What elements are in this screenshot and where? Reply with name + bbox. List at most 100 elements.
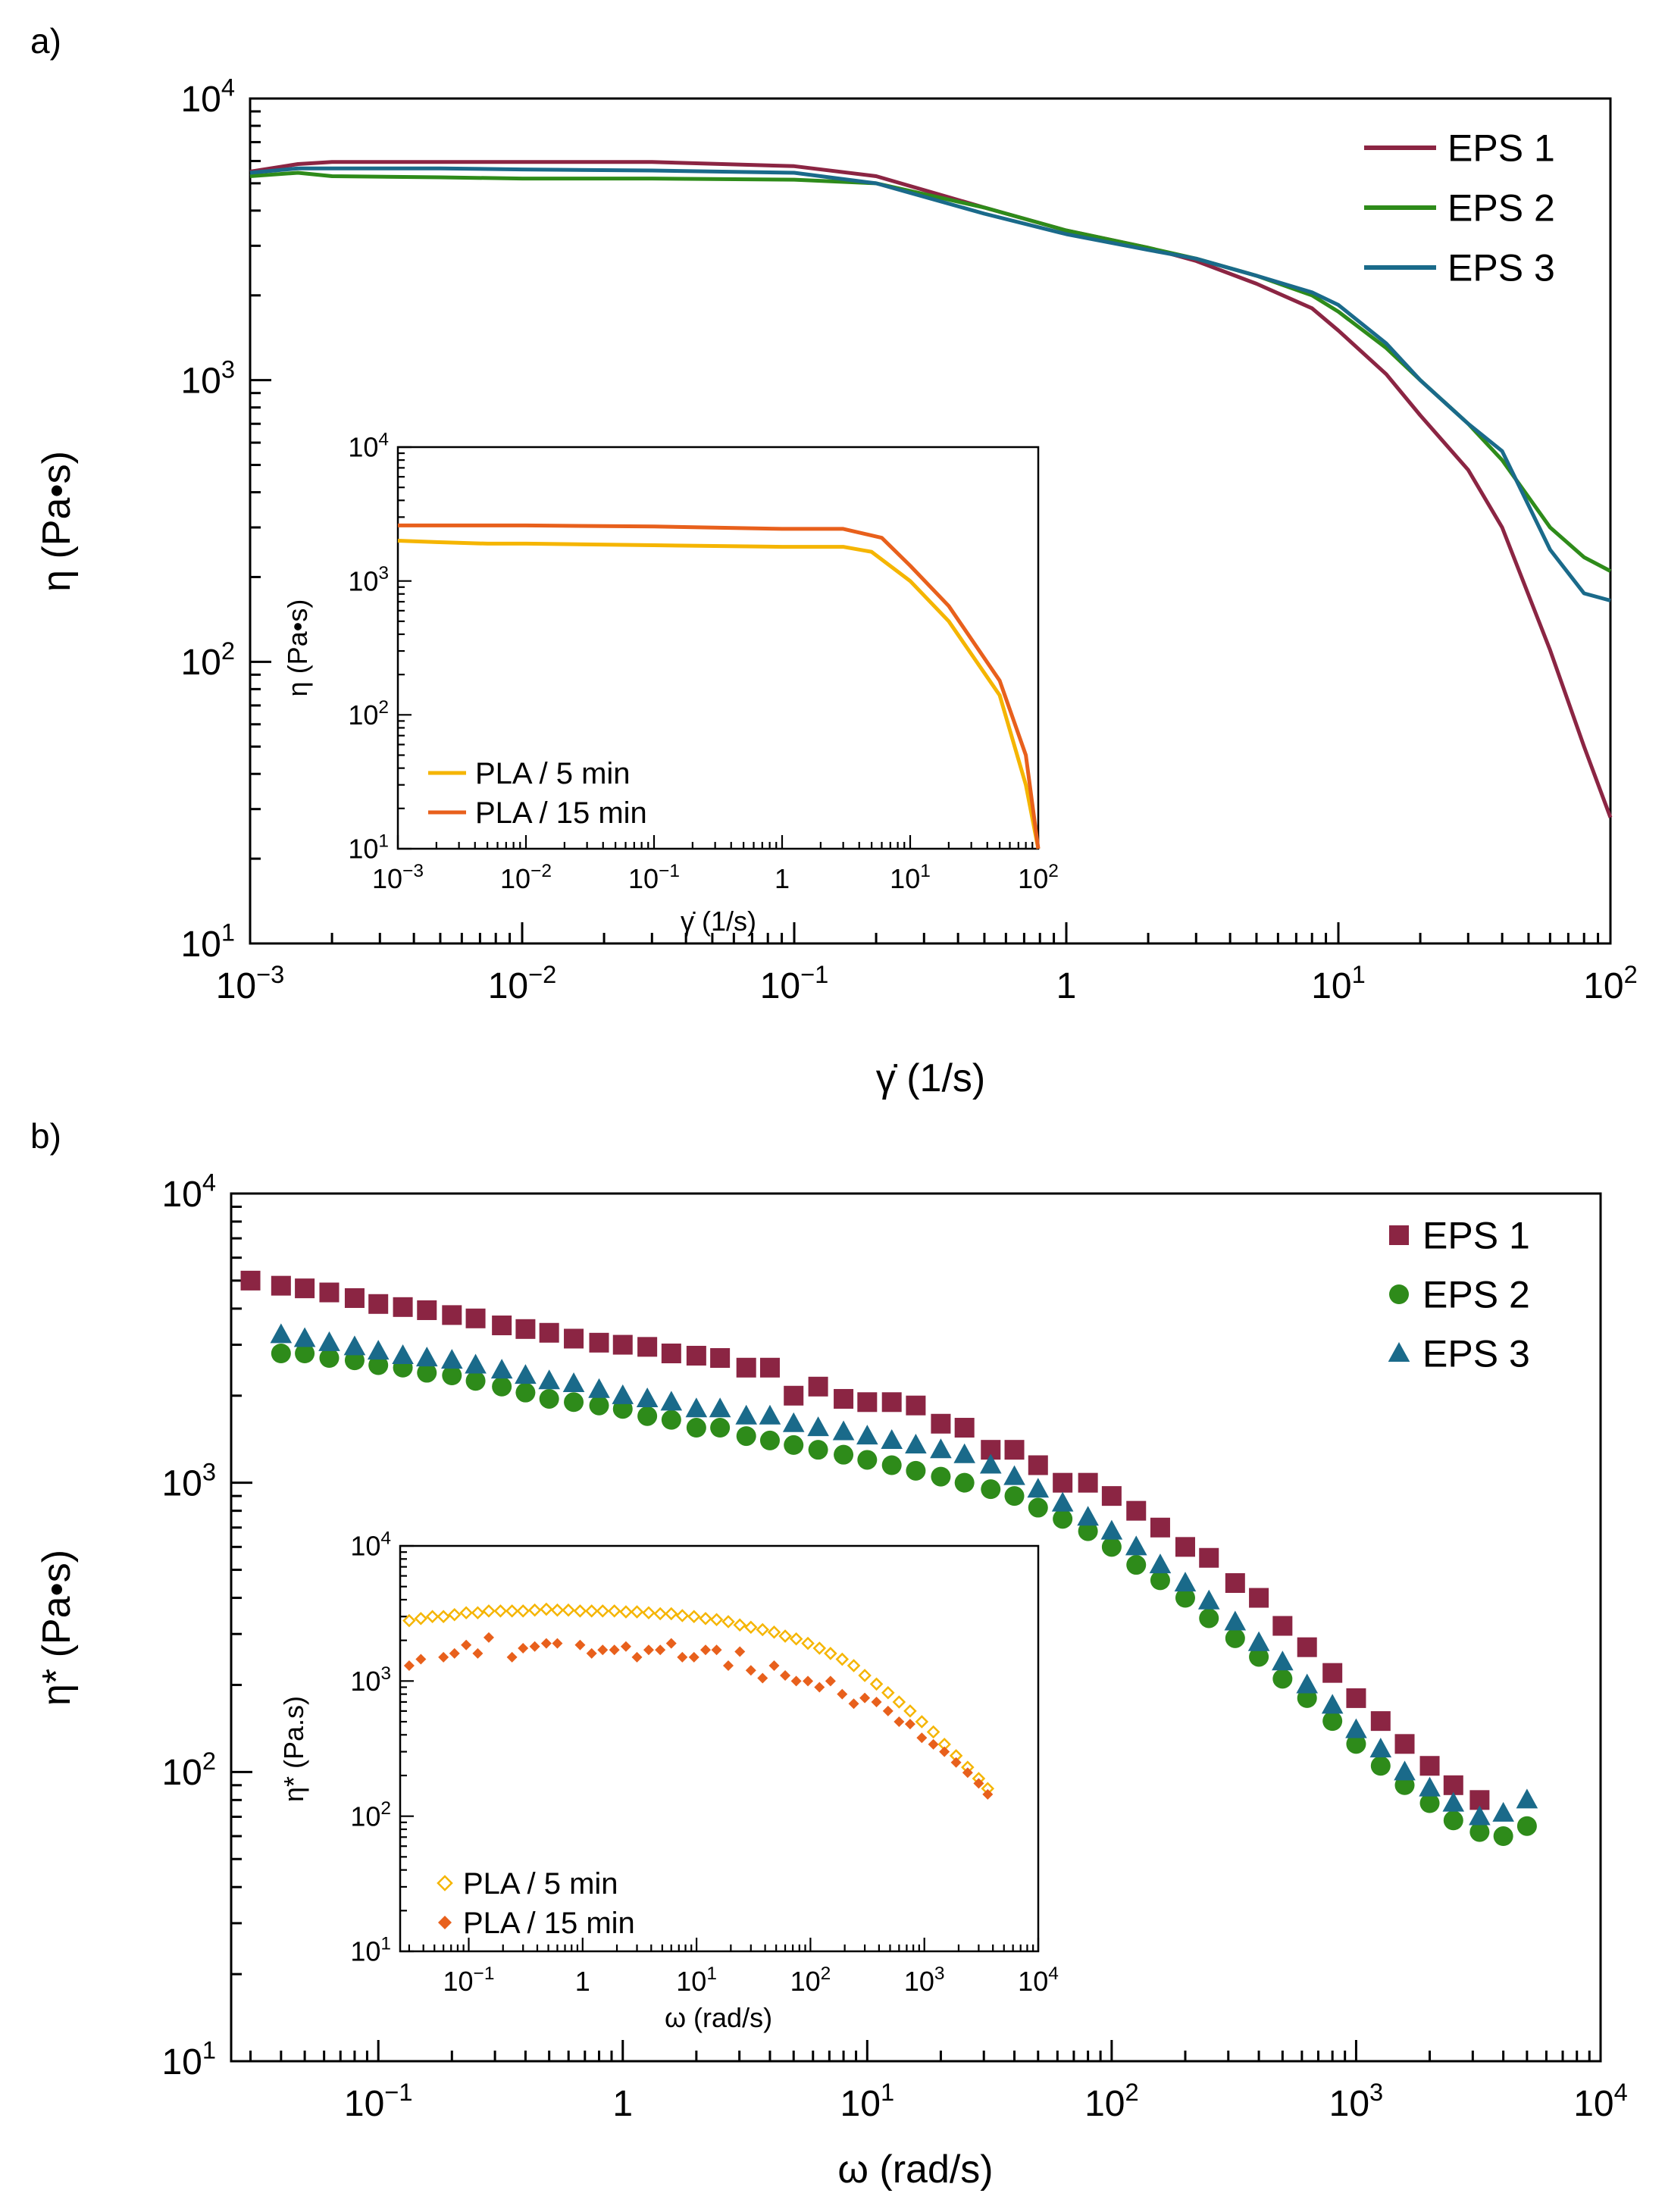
panel-b-point — [393, 1297, 413, 1317]
panel-b-inset-x-tick-label-base: 1 — [575, 1966, 590, 1997]
panel-a-y-tick-label-base: 10 — [180, 80, 221, 120]
panel-a-series-eps-3 — [249, 166, 1611, 602]
panel-b-inset-point — [835, 1652, 850, 1666]
panel-b-inset-point — [596, 1604, 610, 1618]
panel-b-point — [1150, 1570, 1170, 1591]
panel-a-inset-y-title: η (Pa•s) — [282, 599, 313, 697]
panel-b-y-tick-label: 104 — [161, 1169, 216, 1215]
panel-b-inset-point — [631, 1651, 643, 1663]
panel-b-point — [1272, 1616, 1293, 1636]
panel-b-inset-x-tick-label-exp: 2 — [821, 1963, 831, 1984]
panel-b-point — [759, 1404, 781, 1425]
panel-b-inset-point — [619, 1605, 633, 1619]
panel-b-y-tick-label-exp: 3 — [202, 1457, 216, 1485]
panel-a-inset-y-tick-label: 101 — [348, 831, 389, 864]
panel-b-point — [1419, 1793, 1440, 1813]
panel-b-x-tick-label-base: 10 — [840, 2084, 881, 2124]
panel-b-inset-x-tick-label-base: 10 — [443, 1966, 474, 1997]
panel-a-x-tick-label-base: 10 — [1311, 966, 1351, 1006]
panel-b-inset-x-tick-label: 1 — [575, 1966, 590, 1997]
panel-a-inset-x-tick-label-base: 10 — [890, 863, 920, 894]
panel-b-inset-y-tick-label-exp: 4 — [380, 1528, 391, 1548]
panel-b-y-title: η* (Pa•s) — [35, 1550, 79, 1706]
panel-a-y-tick-label-base: 10 — [180, 643, 221, 683]
panel-b-point — [1321, 1694, 1344, 1714]
panel-b-inset-point — [482, 1604, 496, 1618]
panel-b-inset-point — [653, 1607, 667, 1621]
panel-b-point — [856, 1425, 878, 1445]
panel-b-y-tick-label: 103 — [161, 1457, 216, 1503]
panel-b-point — [782, 1412, 805, 1432]
panel-b-inset-point — [744, 1620, 758, 1635]
panel-b-point — [1149, 1553, 1172, 1574]
panel-b-point — [1516, 1816, 1537, 1836]
panel-b-inset-point — [403, 1660, 415, 1672]
panel-a-inset-series-pla-5-min — [397, 539, 1041, 849]
panel-b-point — [735, 1404, 758, 1425]
panel-b-point — [661, 1344, 681, 1364]
panel-b-y-tick-label-base: 10 — [161, 1753, 202, 1793]
panel-b-point — [465, 1353, 487, 1374]
panel-b-inset-x-tick-label-base: 10 — [676, 1966, 706, 1997]
panel-b-point — [1272, 1669, 1293, 1689]
panel-b-point — [784, 1385, 804, 1406]
panel-a-y-tick-label: 103 — [180, 355, 235, 401]
panel-b-point — [1516, 1788, 1538, 1809]
panel-a-inset-y-tick-label-exp: 4 — [378, 429, 389, 449]
panel-b-point — [1469, 1805, 1491, 1826]
panel-b-point — [515, 1319, 536, 1339]
panel-b-inset-legend-marker — [437, 1875, 453, 1891]
panel-b-inset-point — [745, 1665, 756, 1676]
panel-b-point — [686, 1418, 706, 1438]
panel-b-inset-y-tick-label: 104 — [350, 1528, 391, 1561]
panel-b-point — [710, 1418, 731, 1438]
panel-b-point — [832, 1420, 855, 1441]
panel-b-point — [1272, 1650, 1294, 1671]
panel-b-x-tick-label: 103 — [1329, 2078, 1384, 2124]
panel-b-point — [465, 1308, 486, 1328]
panel-a-inset-legend-label: PLA / 15 min — [475, 796, 647, 830]
panel-b-point — [1004, 1486, 1025, 1506]
panel-b-point — [564, 1328, 584, 1349]
panel-b-point — [784, 1435, 804, 1455]
panel-b-inset-point — [926, 1725, 940, 1739]
panel-b-point — [1004, 1440, 1025, 1460]
panel-b-point — [759, 1430, 780, 1450]
panel-b-point — [1197, 1589, 1220, 1610]
panel-b-point — [1469, 1822, 1490, 1842]
panel-b-point — [1100, 1519, 1123, 1540]
panel-b-inset-y-tick-label-exp: 1 — [380, 1933, 391, 1954]
panel-b-x-tick-label-exp: 2 — [1125, 2078, 1138, 2106]
panel-b-inset-point — [518, 1642, 529, 1654]
panel-b-inset-point — [801, 1636, 815, 1650]
panel-a-x-tick-label-base: 10 — [760, 966, 800, 1006]
panel-b-inset-point — [812, 1641, 827, 1655]
panel-b-point — [661, 1409, 681, 1430]
panel-b-x-tick-label-base: 10 — [1084, 2084, 1125, 2124]
panel-b-point — [515, 1364, 537, 1384]
panel-b-point — [1126, 1500, 1147, 1521]
panel-b-point — [906, 1395, 926, 1416]
panel-b-point — [685, 1397, 708, 1418]
panel-b-inset-x-tick-label-exp: −1 — [474, 1963, 495, 1984]
panel-b-inset-point — [916, 1732, 928, 1744]
panel-b-point — [415, 1347, 438, 1367]
panel-b-point — [515, 1382, 536, 1403]
panel-b-point — [295, 1344, 315, 1364]
panel-b-point — [1492, 1801, 1514, 1822]
panel-a-x-tick-label-exp: −1 — [800, 960, 828, 988]
panel-a-inset-y-tick-label-base: 10 — [348, 565, 378, 596]
panel-b-point — [319, 1348, 340, 1369]
panel-b-point — [1199, 1547, 1219, 1568]
panel-b-inset-point — [630, 1605, 644, 1619]
panel-b-inset-point — [677, 1651, 688, 1663]
panel-b-inset-x-tick-label-exp: 1 — [706, 1963, 717, 1984]
panel-b-y-tick-label-base: 10 — [161, 1175, 202, 1215]
panel-b-inset-point — [675, 1609, 690, 1622]
panel-b-inset-x-tick-label-base: 10 — [790, 1966, 821, 1997]
panel-b-inset-y-title: η* (Pa.s) — [278, 1696, 309, 1802]
panel-a-series-eps-2 — [249, 171, 1612, 573]
panel-a-x-tick-label-exp: −3 — [256, 960, 284, 988]
